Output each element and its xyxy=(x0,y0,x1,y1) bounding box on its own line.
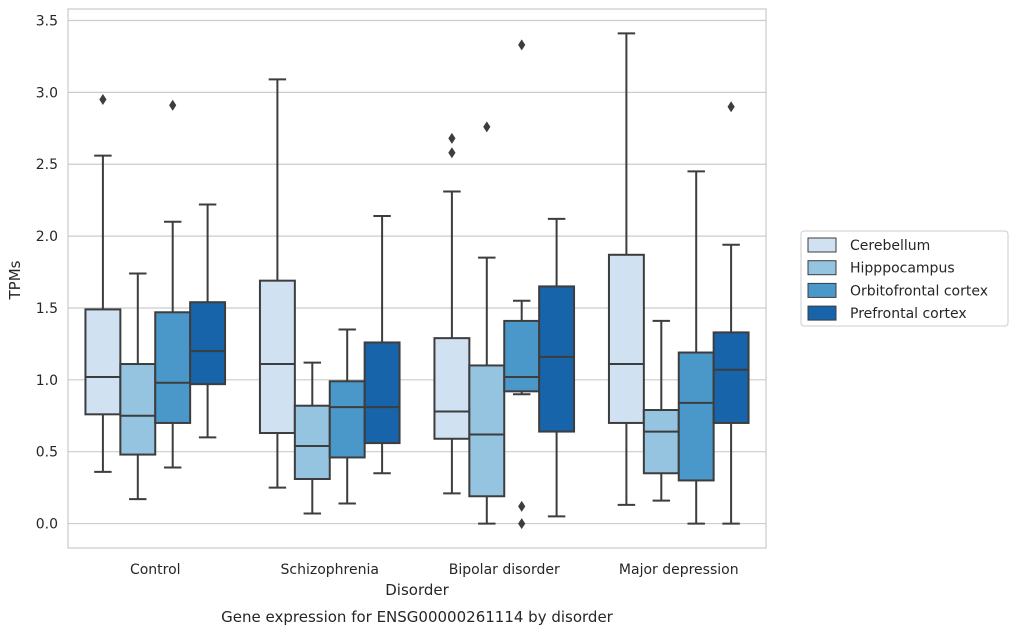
box-prefrontal-cortex-3 xyxy=(712,101,750,525)
box-cerebellum-0 xyxy=(84,94,122,473)
x-axis-label: Disorder xyxy=(385,581,449,599)
outlier-point xyxy=(518,39,526,51)
x-tick-labels: Control Schizophrenia Bipolar disorder Majo… xyxy=(130,562,739,578)
box-orbitofrontal-cortex-2 xyxy=(503,39,541,530)
boxes xyxy=(84,32,750,530)
x-tick-label: Schizophrenia xyxy=(281,562,379,578)
iqr-box xyxy=(503,319,541,393)
y-tick-label: 2.0 xyxy=(36,229,58,245)
iqr-box xyxy=(712,331,750,424)
legend-label: Prefrontal cortex xyxy=(850,306,967,322)
iqr-box xyxy=(189,301,227,386)
y-axis-label: TPMs xyxy=(6,260,24,300)
y-tick-label: 1.0 xyxy=(36,373,58,389)
outlier-point xyxy=(727,101,735,113)
legend-swatch xyxy=(807,305,837,321)
box-hipppocampus-2 xyxy=(468,121,506,525)
y-tick-label: 2.5 xyxy=(36,157,58,173)
outlier-point xyxy=(448,132,456,144)
box-prefrontal-cortex-2 xyxy=(538,217,576,518)
legend-swatch xyxy=(807,282,837,298)
box-cerebellum-2 xyxy=(433,132,471,495)
legend-swatch xyxy=(807,260,837,276)
legend: Cerebellum Hipppocampus Orbitofrontal cort… xyxy=(800,230,1009,327)
outlier-point xyxy=(99,94,107,106)
box-cerebellum-3 xyxy=(607,32,645,506)
plot-frame xyxy=(67,8,767,549)
figure-caption: Gene expression for ENSG00000261114 by d… xyxy=(221,608,614,626)
legend-swatch xyxy=(807,237,837,253)
y-tick-label: 1.5 xyxy=(36,301,58,317)
outlier-point xyxy=(169,99,177,111)
box-prefrontal-cortex-1 xyxy=(363,214,401,475)
legend-label: Hipppocampus xyxy=(850,261,955,277)
iqr-box xyxy=(328,380,366,459)
iqr-box xyxy=(154,311,192,424)
y-tick-labels: 0.0 0.5 1.0 1.5 2.0 2.5 3.0 3.5 xyxy=(36,13,58,532)
outlier-point xyxy=(448,147,456,159)
outlier-point xyxy=(518,518,526,530)
iqr-box xyxy=(258,279,296,435)
iqr-box xyxy=(468,364,506,498)
x-tick-label: Major depression xyxy=(619,562,739,578)
box-cerebellum-1 xyxy=(258,78,296,489)
y-tick-label: 3.0 xyxy=(36,85,58,101)
iqr-box xyxy=(642,409,680,475)
legend-frame xyxy=(800,230,1009,327)
box-orbitofrontal-cortex-0 xyxy=(154,99,192,469)
x-tick-label: Control xyxy=(130,562,181,578)
outlier-point xyxy=(518,500,526,512)
iqr-box xyxy=(677,351,715,482)
box-orbitofrontal-cortex-1 xyxy=(328,328,366,505)
iqr-box xyxy=(119,363,157,456)
box-hipppocampus-0 xyxy=(119,272,157,501)
outlier-point xyxy=(483,121,491,133)
box-hipppocampus-3 xyxy=(642,319,680,502)
iqr-box xyxy=(84,308,122,416)
y-tick-label: 3.5 xyxy=(36,13,58,29)
legend-label: Orbitofrontal cortex xyxy=(850,283,988,299)
iqr-box xyxy=(363,341,401,445)
iqr-box xyxy=(607,253,645,424)
iqr-box xyxy=(433,337,471,440)
y-tick-label: 0.5 xyxy=(36,445,58,461)
legend-label: Cerebellum xyxy=(850,238,930,254)
y-tick-label: 0.0 xyxy=(36,517,58,533)
x-tick-label: Bipolar disorder xyxy=(449,562,560,578)
box-hipppocampus-1 xyxy=(293,361,331,515)
iqr-box xyxy=(538,285,576,433)
iqr-box xyxy=(293,404,331,481)
box-prefrontal-cortex-0 xyxy=(189,203,227,439)
box-orbitofrontal-cortex-3 xyxy=(677,170,715,525)
